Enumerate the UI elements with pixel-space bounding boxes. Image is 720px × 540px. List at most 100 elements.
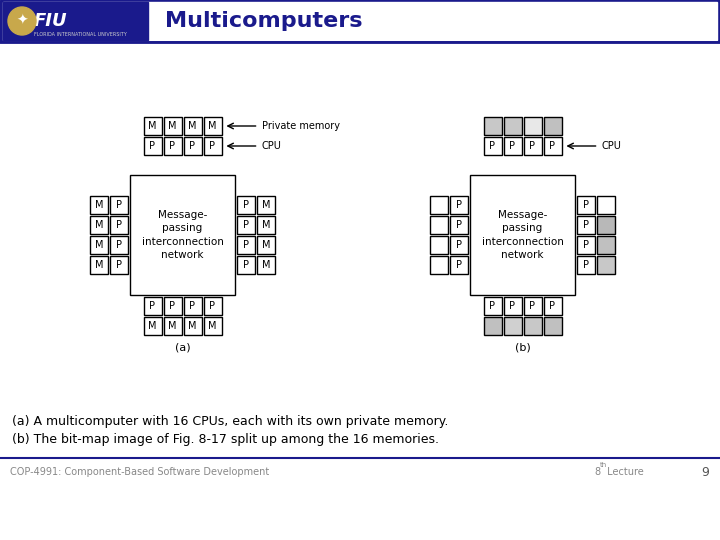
Bar	[544, 117, 562, 135]
Bar	[110, 216, 128, 234]
Bar	[143, 297, 161, 315]
Text: P: P	[169, 301, 176, 311]
Text: P: P	[116, 220, 122, 230]
Bar	[503, 117, 521, 135]
Text: (b) The bit-map image of Fig. 8-17 split up among the 16 memories.: (b) The bit-map image of Fig. 8-17 split…	[12, 434, 439, 447]
Text: FLORIDA INTERNATIONAL UNIVERSITY: FLORIDA INTERNATIONAL UNIVERSITY	[34, 31, 127, 37]
Bar	[143, 317, 161, 335]
Text: P: P	[549, 301, 556, 311]
Bar	[430, 196, 448, 214]
Bar	[204, 137, 222, 155]
Text: P: P	[150, 301, 156, 311]
Bar	[450, 236, 468, 254]
Bar	[577, 216, 595, 234]
Bar	[143, 117, 161, 135]
Text: P: P	[243, 200, 249, 210]
Bar	[450, 256, 468, 274]
Text: P: P	[150, 141, 156, 151]
Text: P: P	[490, 141, 495, 151]
Text: FIU: FIU	[33, 12, 67, 30]
Text: P: P	[456, 260, 462, 270]
Bar	[544, 137, 562, 155]
Text: M: M	[262, 240, 270, 250]
Text: P: P	[529, 141, 536, 151]
Bar	[184, 317, 202, 335]
Text: M: M	[95, 240, 103, 250]
Text: Private memory: Private memory	[261, 121, 340, 131]
Bar	[90, 236, 108, 254]
Text: th: th	[600, 462, 607, 468]
Bar	[577, 256, 595, 274]
Bar	[544, 297, 562, 315]
Bar	[523, 137, 541, 155]
Text: P: P	[243, 260, 249, 270]
Text: P: P	[510, 141, 516, 151]
Text: 8: 8	[594, 467, 600, 477]
Bar	[544, 317, 562, 335]
Bar	[503, 137, 521, 155]
Bar	[257, 256, 275, 274]
Text: P: P	[210, 301, 215, 311]
Text: P: P	[549, 141, 556, 151]
Text: P: P	[116, 200, 122, 210]
Text: M: M	[208, 321, 217, 331]
Text: P: P	[243, 240, 249, 250]
Bar	[130, 175, 235, 295]
Text: P: P	[583, 200, 589, 210]
Bar	[163, 317, 181, 335]
Bar	[204, 117, 222, 135]
Bar	[523, 117, 541, 135]
Bar	[450, 216, 468, 234]
Bar	[450, 196, 468, 214]
Bar	[503, 317, 521, 335]
Bar	[597, 236, 615, 254]
Bar	[597, 196, 615, 214]
Text: M: M	[95, 260, 103, 270]
Bar	[484, 317, 502, 335]
Bar	[90, 256, 108, 274]
Bar	[90, 216, 108, 234]
Bar	[237, 256, 255, 274]
Text: P: P	[529, 301, 536, 311]
Text: P: P	[210, 141, 215, 151]
Text: (a) A multicomputer with 16 CPUs, each with its own private memory.: (a) A multicomputer with 16 CPUs, each w…	[12, 415, 449, 429]
Text: Lecture: Lecture	[604, 467, 644, 477]
Bar	[577, 236, 595, 254]
Text: Message-
passing
interconnection
network: Message- passing interconnection network	[142, 210, 223, 260]
Bar	[503, 297, 521, 315]
Text: P: P	[456, 200, 462, 210]
Text: P: P	[583, 220, 589, 230]
Bar	[484, 137, 502, 155]
Text: M: M	[188, 321, 197, 331]
Bar	[184, 137, 202, 155]
Bar	[257, 196, 275, 214]
Bar	[523, 317, 541, 335]
Text: P: P	[169, 141, 176, 151]
Bar	[204, 297, 222, 315]
Text: M: M	[188, 121, 197, 131]
Text: P: P	[490, 301, 495, 311]
Text: M: M	[208, 121, 217, 131]
Bar	[470, 175, 575, 295]
Text: M: M	[168, 321, 176, 331]
Text: Multicomputers: Multicomputers	[165, 11, 362, 31]
Text: P: P	[456, 220, 462, 230]
Bar	[3, 2, 148, 40]
Bar	[523, 297, 541, 315]
Text: P: P	[456, 240, 462, 250]
Bar	[597, 216, 615, 234]
Text: ✦: ✦	[16, 14, 28, 28]
Text: 9: 9	[701, 465, 709, 478]
Bar	[143, 137, 161, 155]
Bar	[237, 196, 255, 214]
Bar	[484, 117, 502, 135]
Circle shape	[8, 7, 36, 35]
Text: P: P	[116, 260, 122, 270]
Text: M: M	[262, 220, 270, 230]
Bar	[3, 2, 717, 40]
Bar	[184, 297, 202, 315]
Text: M: M	[168, 121, 176, 131]
Bar	[430, 216, 448, 234]
Text: P: P	[116, 240, 122, 250]
Text: M: M	[95, 220, 103, 230]
